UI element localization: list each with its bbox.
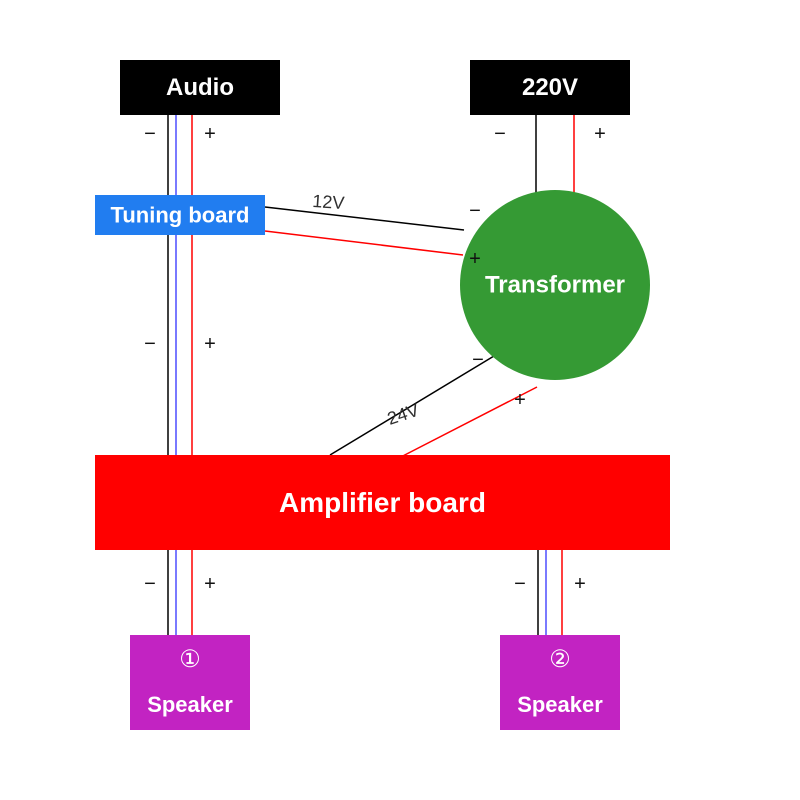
polarity-label: + xyxy=(514,389,526,411)
audio-label: Audio xyxy=(166,74,234,101)
wiring-diagram: Audio 220V Tuning board Transformer Amplifie… xyxy=(0,0,800,800)
polarity-label: + xyxy=(594,123,606,145)
transformer-label: Transformer xyxy=(485,272,625,299)
v220-label: 220V xyxy=(522,74,578,101)
polarity-label: − xyxy=(144,123,156,145)
polarity-label: + xyxy=(204,573,216,595)
speaker2-node: ② Speaker xyxy=(500,635,620,730)
speaker2-badge: ② xyxy=(549,646,571,673)
polarity-label: + xyxy=(469,248,481,270)
speaker1-badge: ① xyxy=(179,646,201,673)
amplifier-node: Amplifier board xyxy=(95,455,670,550)
speaker2-label: Speaker xyxy=(517,692,603,717)
tuning-node: Tuning board xyxy=(95,195,265,235)
transformer-node: Transformer xyxy=(460,190,650,380)
speaker1-node: ① Speaker xyxy=(130,635,250,730)
polarity-label: − xyxy=(514,573,526,595)
speaker1-label: Speaker xyxy=(147,692,233,717)
polarity-label: + xyxy=(204,333,216,355)
polarity-label: − xyxy=(144,333,156,355)
amplifier-label: Amplifier board xyxy=(279,487,486,518)
polarity-label: − xyxy=(494,123,506,145)
audio-node: Audio xyxy=(120,60,280,115)
polarity-label: + xyxy=(574,573,586,595)
polarity-label: + xyxy=(204,123,216,145)
polarity-label: − xyxy=(469,200,481,222)
polarity-label: − xyxy=(144,573,156,595)
edge-voltage-label: 12V xyxy=(312,191,345,213)
tuning-label: Tuning board xyxy=(111,203,250,228)
polarity-label: − xyxy=(472,349,484,371)
v220-node: 220V xyxy=(470,60,630,115)
